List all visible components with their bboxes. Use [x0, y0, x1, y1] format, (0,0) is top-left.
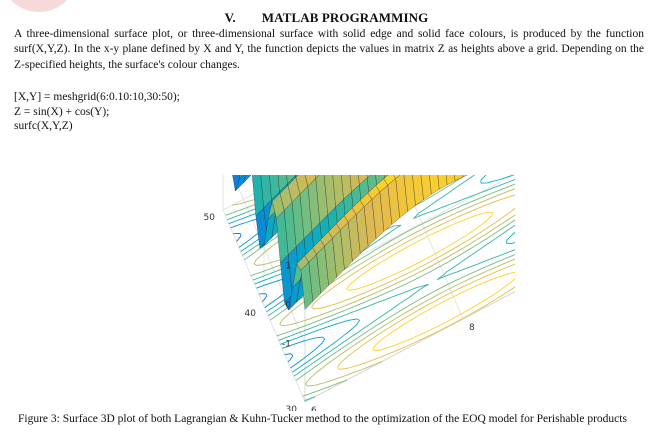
y-tick-label: 50 — [204, 213, 216, 223]
surface-patch — [437, 175, 448, 190]
section-title: MATLAB PROGRAMMING — [261, 10, 429, 25]
figure-caption: Figure 3: Surface 3D plot of both Lagran… — [18, 413, 627, 425]
z-tick-label: 0 — [285, 301, 291, 311]
axis-box-edge — [304, 291, 515, 403]
grid-line-z — [232, 175, 306, 344]
surface-patch — [462, 175, 468, 178]
code-line-surfc: surfc(X,Y,Z) — [14, 120, 73, 132]
grid-line-x — [400, 175, 464, 320]
grid-line-y — [222, 175, 291, 211]
code-block: [X,Y] = meshgrid(6:0.10:10,30:50); Z = s… — [14, 90, 414, 134]
y-tick-label: 30 — [286, 405, 298, 411]
surface-patch — [429, 175, 440, 195]
surface-patch — [420, 175, 432, 201]
code-line-z: Z = sin(X) + cos(Y); — [14, 105, 110, 118]
body-paragraph: A three-dimensional surface plot, or thr… — [14, 28, 644, 71]
surface-patch — [412, 175, 424, 206]
surface-patch — [239, 175, 244, 180]
surface-plot: -1013040506810 — [204, 175, 515, 411]
contour-line — [233, 232, 294, 363]
y-tick-label: 40 — [245, 309, 257, 319]
surface-patch — [393, 175, 401, 179]
surface-patch — [454, 175, 464, 181]
surface-patch — [403, 175, 416, 212]
surface-patch — [243, 175, 252, 184]
surface-patch — [395, 175, 408, 219]
tick-labels: -1013040506810 — [204, 213, 475, 411]
section-heading: V. MATLAB PROGRAMMING — [0, 10, 653, 26]
code-line-meshgrid: [X,Y] = meshgrid(6:0.10:10,30:50); — [14, 91, 180, 103]
grid-line-z — [249, 175, 306, 305]
z-tick-label: -1 — [282, 340, 291, 350]
z-tick-label: 1 — [285, 262, 291, 272]
section-number: V. — [224, 10, 236, 25]
surface-mesh — [232, 175, 468, 311]
x-tick-label: 8 — [469, 323, 475, 333]
surface-patch — [445, 175, 456, 186]
x-tick-label: 6 — [311, 406, 317, 411]
